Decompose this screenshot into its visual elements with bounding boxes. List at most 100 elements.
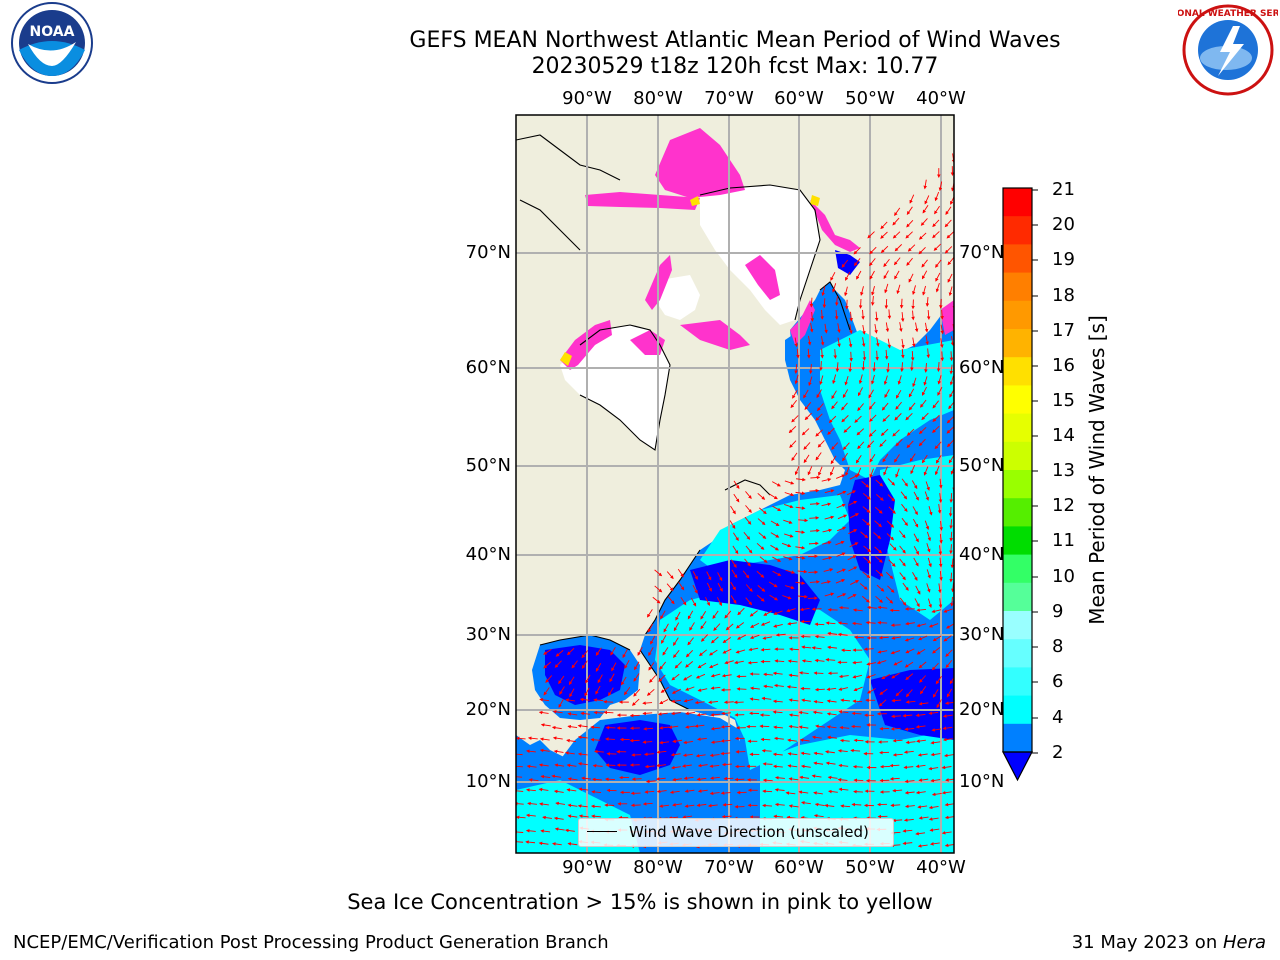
wave-arrow (911, 310, 915, 321)
wave-arrow (730, 505, 736, 515)
wave-arrow (654, 585, 663, 593)
wave-arrow (953, 318, 954, 322)
chart-title: GEFS MEAN Northwest Atlantic Mean Period… (409, 28, 1061, 53)
wave-arrow (839, 605, 849, 610)
colorbar-tick-label: 12 (1052, 495, 1075, 516)
wave-arrow (894, 207, 901, 217)
wave-arrow (650, 635, 656, 645)
wave-arrow (772, 556, 782, 562)
wave-arrow (928, 505, 933, 516)
wave-arrow (886, 520, 895, 528)
wave-arrow (930, 778, 941, 783)
wave-arrow (923, 466, 929, 476)
wave-arrow (825, 761, 836, 766)
wave-arrow (906, 428, 915, 436)
wave-arrow (761, 748, 772, 753)
wave-arrow (553, 749, 564, 754)
wave-arrow (526, 813, 536, 818)
wave-arrow (760, 621, 771, 626)
wave-arrow (610, 646, 616, 656)
wave-arrow (949, 572, 953, 583)
wave-arrow (891, 698, 902, 703)
wave-arrow (783, 519, 793, 524)
wave-arrow (921, 270, 928, 280)
wave-arrow (538, 787, 549, 792)
wave-arrow (863, 647, 874, 651)
wave-arrow (944, 843, 954, 848)
wave-arrow (540, 829, 551, 833)
wave-arrow (940, 309, 944, 320)
wave-arrow (794, 364, 798, 374)
wave-arrow (772, 752, 783, 757)
wave-arrow (912, 518, 919, 528)
wave-arrow (749, 610, 758, 617)
wave-arrow (892, 788, 903, 793)
wave-arrow (631, 698, 640, 706)
wave-arrow (871, 286, 875, 296)
wave-arrow (791, 415, 799, 423)
wave-arrow (749, 634, 760, 639)
wave-arrow (621, 676, 627, 686)
wave-arrow (773, 725, 784, 730)
wave-arrow (807, 466, 813, 476)
wave-arrow (862, 518, 870, 526)
chart-subtitle: 20230529 t18z 120h fcst Max: 10.77 (531, 54, 939, 79)
colorbar-tick-label: 6 (1052, 671, 1064, 692)
wave-arrow (856, 428, 865, 436)
wave-arrow (817, 440, 825, 448)
wave-arrow (885, 571, 894, 580)
wave-arrow (723, 776, 734, 781)
wave-arrow (861, 480, 870, 488)
wave-arrow (901, 348, 905, 359)
wave-arrow (788, 673, 799, 678)
wave-arrow (538, 763, 549, 767)
wave-arrow (912, 285, 916, 295)
wave-arrow (762, 636, 773, 640)
wave-arrow (591, 804, 601, 809)
wave-arrow (685, 686, 695, 691)
wave-arrow (823, 568, 834, 572)
colorbar-segment (1003, 554, 1032, 584)
colorbar-tick-label: 20 (1052, 214, 1075, 235)
wave-arrow (903, 818, 914, 822)
wave-arrow (832, 283, 837, 293)
wave-arrow (666, 571, 674, 580)
wave-arrow (895, 389, 902, 399)
wave-arrow (769, 594, 779, 601)
wave-arrow (737, 607, 745, 616)
wave-arrow (919, 675, 926, 683)
wave-arrow (672, 777, 682, 782)
wave-arrow (784, 480, 795, 485)
wave-arrow (731, 569, 738, 579)
wave-arrow (697, 662, 707, 669)
wave-arrow (566, 763, 577, 768)
wave-arrow (801, 659, 812, 663)
wave-arrow (884, 389, 890, 398)
wave-arrow (844, 286, 848, 297)
wave-arrow (700, 621, 707, 630)
wave-arrow (899, 322, 903, 332)
wave-arrow (654, 569, 663, 577)
wave-arrow (695, 673, 706, 679)
wave-arrow (526, 788, 536, 792)
wave-arrow (946, 623, 954, 629)
wave-arrow (832, 374, 837, 385)
wave-arrow (859, 583, 868, 590)
wave-arrow (869, 270, 875, 280)
wave-arrow (609, 673, 615, 683)
wave-arrow (516, 736, 526, 741)
wave-arrow (826, 687, 837, 691)
colorbar-tick-label: 17 (1052, 320, 1075, 341)
wave-arrow (734, 660, 744, 665)
wave-arrow (722, 762, 732, 767)
wave-arrow (724, 660, 734, 665)
colorbar-extend-triangle (1002, 751, 1033, 782)
wave-arrow (877, 650, 888, 654)
wave-arrow (905, 673, 914, 681)
wave-arrow (932, 689, 939, 698)
wave-arrow (656, 750, 667, 754)
wave-arrow (795, 530, 806, 534)
wave-arrow (794, 465, 800, 476)
wave-arrow (814, 802, 825, 807)
colorbar-segment (1003, 216, 1032, 245)
